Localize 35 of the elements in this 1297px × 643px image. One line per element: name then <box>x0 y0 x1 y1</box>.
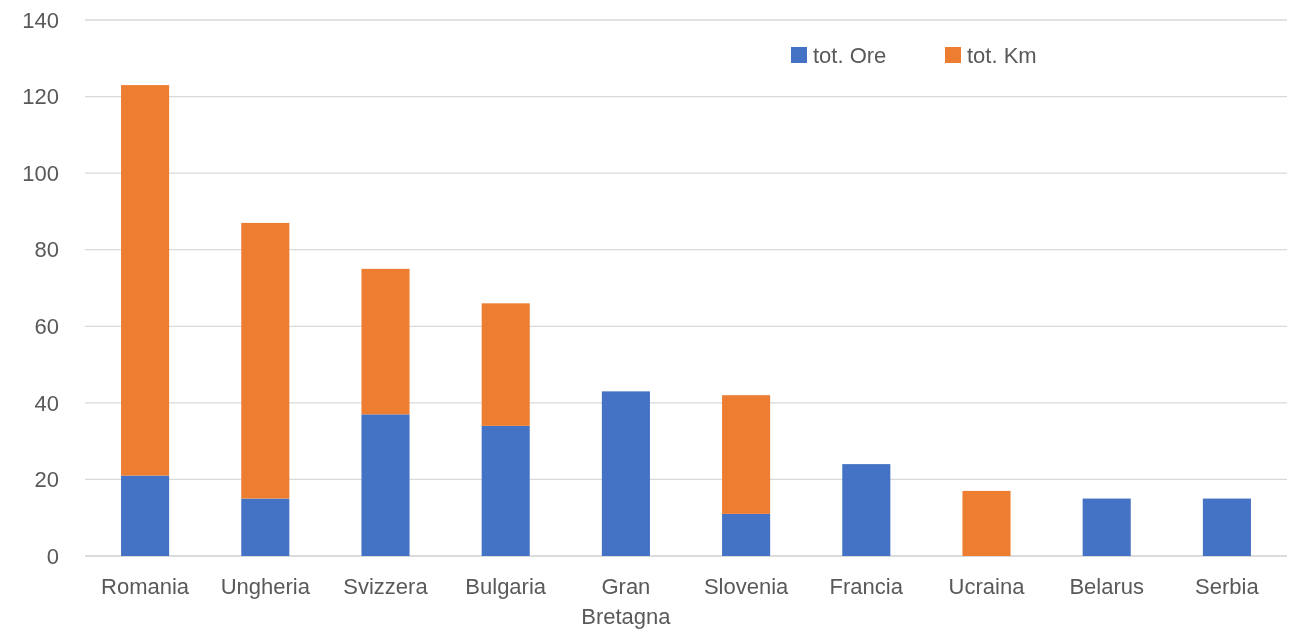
bar <box>361 268 410 415</box>
x-tick-label: Ungheria <box>220 574 311 599</box>
y-tick-label: 40 <box>34 390 59 416</box>
x-tick-label: Serbia <box>1195 574 1260 599</box>
y-tick-label: 140 <box>22 7 59 33</box>
x-tick-label: Gran Bretagna <box>581 574 672 629</box>
y-tick-label: 60 <box>34 313 59 339</box>
y-tick-label: 20 <box>34 467 59 493</box>
bar <box>722 395 771 514</box>
bar <box>361 414 410 556</box>
bar <box>842 464 891 556</box>
bar <box>601 391 650 556</box>
bar <box>962 490 1011 556</box>
y-tick-label: 100 <box>22 160 59 186</box>
bar <box>481 303 530 426</box>
bar <box>121 85 170 476</box>
x-tick-label: Svizzera <box>343 574 429 599</box>
x-tick-label: Romania <box>101 574 190 599</box>
x-tick-label: Ucraina <box>948 574 1026 599</box>
y-tick-label: 80 <box>34 237 59 263</box>
x-tick-label: Belarus <box>1069 574 1144 599</box>
bar <box>241 222 290 499</box>
y-tick-label: 120 <box>22 84 59 110</box>
bar <box>121 475 170 556</box>
bar <box>481 425 530 556</box>
x-tick-label: Slovenia <box>703 574 790 599</box>
x-tick-label: Bulgaria <box>465 574 547 599</box>
bar <box>1202 498 1251 556</box>
bar <box>722 513 771 556</box>
bar <box>1082 498 1131 556</box>
legend-label: tot. Ore <box>813 42 887 68</box>
bar <box>241 498 290 556</box>
x-tick-label: Francia <box>829 574 904 599</box>
y-tick-label: 0 <box>46 543 59 569</box>
legend-label: tot. Km <box>967 42 1037 68</box>
